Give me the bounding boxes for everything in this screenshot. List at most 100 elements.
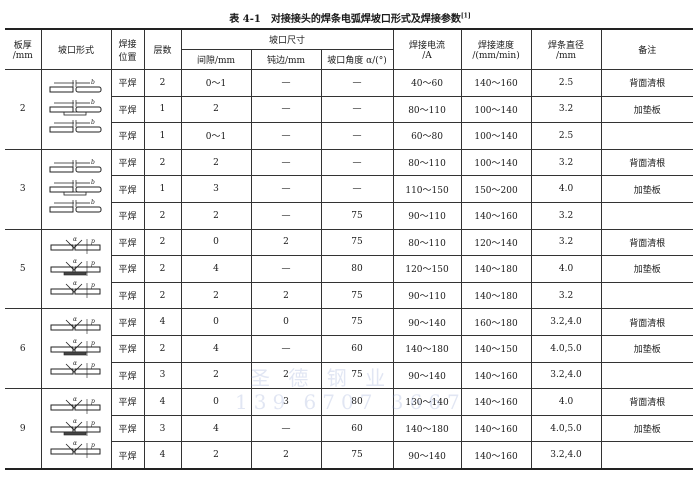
svg-text:α: α xyxy=(73,280,77,287)
position-cell: 平焊 xyxy=(110,414,145,443)
diameter-cell: 3.2 xyxy=(530,95,602,124)
speed-cell: 140～160 xyxy=(460,441,532,470)
diameter-cell: 4.0 xyxy=(530,388,602,416)
remark-cell xyxy=(600,281,694,310)
root-face-cell: — xyxy=(250,95,322,124)
svg-text:p: p xyxy=(91,420,95,427)
root-face-cell: — xyxy=(250,175,322,203)
thickness-cell: 3 xyxy=(5,148,42,230)
layers-cell: 4 xyxy=(143,308,182,336)
current-cell: 120～150 xyxy=(392,255,462,283)
remark-cell: 背面清根 xyxy=(600,388,694,416)
diameter-cell: 4.0 xyxy=(530,175,602,203)
current-cell: 110～150 xyxy=(392,175,462,203)
position-cell: 平焊 xyxy=(110,441,145,470)
v-groove-diagram-icon: α p α p α p xyxy=(42,396,111,462)
remark-cell: 背面清根 xyxy=(600,148,694,177)
current-cell: 80～110 xyxy=(392,95,462,124)
speed-cell: 140～160 xyxy=(460,388,532,416)
current-cell: 90～140 xyxy=(392,308,462,336)
svg-text:α: α xyxy=(73,338,77,345)
layers-cell: 2 xyxy=(143,201,182,230)
layers-cell: 2 xyxy=(143,334,182,363)
layers-cell: 1 xyxy=(143,122,182,150)
header-angle: 坡口角度 α/(°) xyxy=(320,49,394,70)
current-cell: 90～110 xyxy=(392,281,462,310)
root-face-cell: — xyxy=(250,201,322,230)
speed-cell: 140～160 xyxy=(460,361,532,390)
remark-cell xyxy=(600,441,694,470)
header-layers: 层数 xyxy=(143,28,182,70)
remark-cell: 加垫板 xyxy=(600,175,694,203)
speed-cell: 100～140 xyxy=(460,95,532,124)
gap-cell: 4 xyxy=(180,255,252,283)
root-face-cell: 2 xyxy=(250,441,322,470)
layers-cell: 2 xyxy=(143,281,182,310)
thickness-cell: 2 xyxy=(5,69,42,150)
angle-cell: 75 xyxy=(320,308,394,336)
angle-cell: 75 xyxy=(320,361,394,390)
position-cell: 平焊 xyxy=(110,228,145,257)
diameter-cell: 2.5 xyxy=(530,69,602,97)
table-row: 3 b b b 平焊 2 2— —80～110 100～140 3.2 背面清根 xyxy=(5,148,694,230)
speed-cell: 140～180 xyxy=(460,255,532,283)
header-diameter: 焊条直径/mm xyxy=(530,28,602,70)
layers-cell: 2 xyxy=(143,148,182,177)
v-groove-diagram-icon: α p α p α p xyxy=(42,316,111,382)
table-row: 平焊 4 2 2 75 90～140 140～160 3.2,4.0 xyxy=(5,441,694,470)
header-speed: 焊接速度/(mm/min) xyxy=(460,28,532,70)
position-cell: 平焊 xyxy=(110,281,145,310)
position-cell: 平焊 xyxy=(110,334,145,363)
groove-diagram: α p α p α p xyxy=(40,388,112,470)
gap-cell: 0 xyxy=(180,228,252,257)
speed-cell: 140～160 xyxy=(460,201,532,230)
svg-text:p: p xyxy=(91,282,95,289)
speed-cell: 150～200 xyxy=(460,175,532,203)
gap-cell: 0 xyxy=(180,388,252,416)
header-position: 焊接 位置 xyxy=(110,28,145,70)
root-face-cell: 2 xyxy=(250,281,322,310)
root-face-cell: — xyxy=(250,334,322,363)
gap-cell: 2 xyxy=(180,441,252,470)
header-thickness: 板厚/mm xyxy=(5,28,42,70)
angle-cell: — xyxy=(320,148,394,177)
speed-cell: 140～160 xyxy=(460,69,532,97)
root-face-cell: — xyxy=(250,148,322,177)
current-cell: 90～110 xyxy=(392,201,462,230)
gap-cell: 2 xyxy=(180,95,252,124)
layers-cell: 3 xyxy=(143,414,182,443)
svg-text:α: α xyxy=(73,316,77,323)
diameter-cell: 3.2,4.0 xyxy=(530,308,602,336)
remark-cell: 背面清根 xyxy=(600,69,694,97)
gap-cell: 2 xyxy=(180,201,252,230)
diameter-cell: 3.2 xyxy=(530,201,602,230)
header-remark: 备注 xyxy=(600,28,694,70)
square-butt-diagram-icon: b b b xyxy=(42,159,111,219)
current-cell: 140～180 xyxy=(392,334,462,363)
root-face-cell: 2 xyxy=(250,228,322,257)
svg-text:α: α xyxy=(73,396,77,403)
gap-cell: 2 xyxy=(180,281,252,310)
angle-cell: — xyxy=(320,122,394,150)
current-cell: 90～140 xyxy=(392,441,462,470)
svg-text:p: p xyxy=(91,442,95,449)
speed-cell: 100～140 xyxy=(460,122,532,150)
remark-cell: 背面清根 xyxy=(600,228,694,257)
groove-diagram: b b b xyxy=(40,69,112,150)
root-face-cell: — xyxy=(250,255,322,283)
layers-cell: 2 xyxy=(143,255,182,283)
angle-cell: 80 xyxy=(320,388,394,416)
svg-text:p: p xyxy=(91,318,95,325)
gap-cell: 0～1 xyxy=(180,122,252,150)
root-face-cell: 3 xyxy=(250,388,322,416)
table-row: 6 α p α p α p 平焊 4 0 0 75 90～140 160～180 3.2,4.0 背面清根 xyxy=(5,308,694,390)
layers-cell: 4 xyxy=(143,388,182,416)
svg-text:p: p xyxy=(91,398,95,405)
angle-cell: — xyxy=(320,95,394,124)
position-cell: 平焊 xyxy=(110,388,145,416)
remark-cell xyxy=(600,201,694,230)
gap-cell: 2 xyxy=(180,361,252,390)
speed-cell: 160～180 xyxy=(460,308,532,336)
position-cell: 平焊 xyxy=(110,148,145,177)
groove-diagram: b b b xyxy=(40,148,112,230)
